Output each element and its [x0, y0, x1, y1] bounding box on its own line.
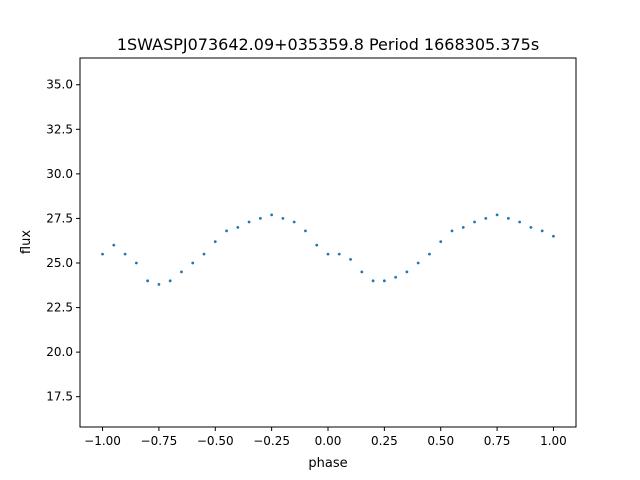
data-point	[382, 279, 386, 283]
data-point	[258, 217, 262, 220]
data-point	[540, 229, 544, 233]
data-point	[112, 243, 116, 247]
data-point	[371, 279, 375, 283]
data-point	[394, 275, 398, 279]
data-point	[123, 252, 127, 256]
data-point	[247, 220, 251, 224]
data-point	[416, 261, 420, 265]
x-tick-label: −1.00	[84, 434, 121, 448]
y-axis: 17.5 20.0 22.5 25.0 27.5 30.0 32.5 35.0	[46, 78, 80, 404]
chart-title: 1SWASPJ073642.09+035359.8 Period 1668305…	[117, 35, 539, 54]
data-point	[315, 243, 319, 247]
data-point	[236, 225, 240, 229]
data-point	[202, 252, 206, 256]
data-point	[552, 234, 555, 238]
data-point	[518, 220, 522, 224]
data-point	[337, 252, 341, 256]
y-tick-label: 22.5	[46, 301, 73, 315]
data-point	[304, 229, 307, 233]
data-point	[529, 225, 533, 229]
data-point	[506, 217, 510, 220]
y-tick-label: 27.5	[46, 211, 73, 225]
plot-frame	[79, 57, 577, 428]
x-axis: −1.00 −0.75 −0.50 −0.25 0.00 0.25 0.50 0.75 1.00	[84, 427, 567, 448]
y-axis-label: flux	[19, 230, 34, 254]
x-tick-label: 0.75	[484, 434, 511, 448]
data-point	[213, 240, 217, 244]
data-point	[134, 261, 138, 265]
data-point	[281, 217, 285, 220]
y-tick-label: 20.0	[46, 345, 73, 359]
data-point	[146, 279, 150, 283]
y-tick-label: 25.0	[46, 256, 73, 270]
data-point	[495, 213, 499, 217]
data-point	[405, 270, 409, 274]
data-point	[439, 240, 443, 244]
data-point	[270, 213, 274, 217]
x-tick-label: −0.75	[141, 434, 178, 448]
y-tick-label: 17.5	[46, 390, 73, 404]
y-tick-label: 30.0	[46, 167, 73, 181]
data-point	[168, 279, 172, 283]
data-point	[101, 252, 104, 256]
data-point	[326, 252, 330, 256]
data-points	[101, 213, 555, 286]
y-tick-label: 35.0	[46, 78, 73, 92]
data-point	[191, 261, 195, 265]
x-tick-label: −0.25	[253, 434, 290, 448]
data-point	[157, 282, 161, 286]
data-point	[484, 217, 488, 220]
x-tick-label: 0.50	[427, 434, 454, 448]
data-point	[428, 252, 431, 256]
x-tick-label: 0.25	[371, 434, 398, 448]
data-point	[473, 220, 476, 224]
data-point	[360, 270, 364, 274]
data-point	[450, 229, 454, 233]
x-tick-label: 0.00	[315, 434, 342, 448]
x-axis-label: phase	[308, 456, 347, 471]
data-point	[225, 229, 228, 233]
data-point	[292, 220, 296, 224]
x-tick-label: −0.50	[197, 434, 234, 448]
data-point	[180, 270, 183, 274]
x-tick-label: 1.00	[540, 434, 567, 448]
data-point	[349, 258, 352, 261]
data-point	[461, 225, 465, 229]
y-tick-label: 32.5	[46, 122, 73, 136]
